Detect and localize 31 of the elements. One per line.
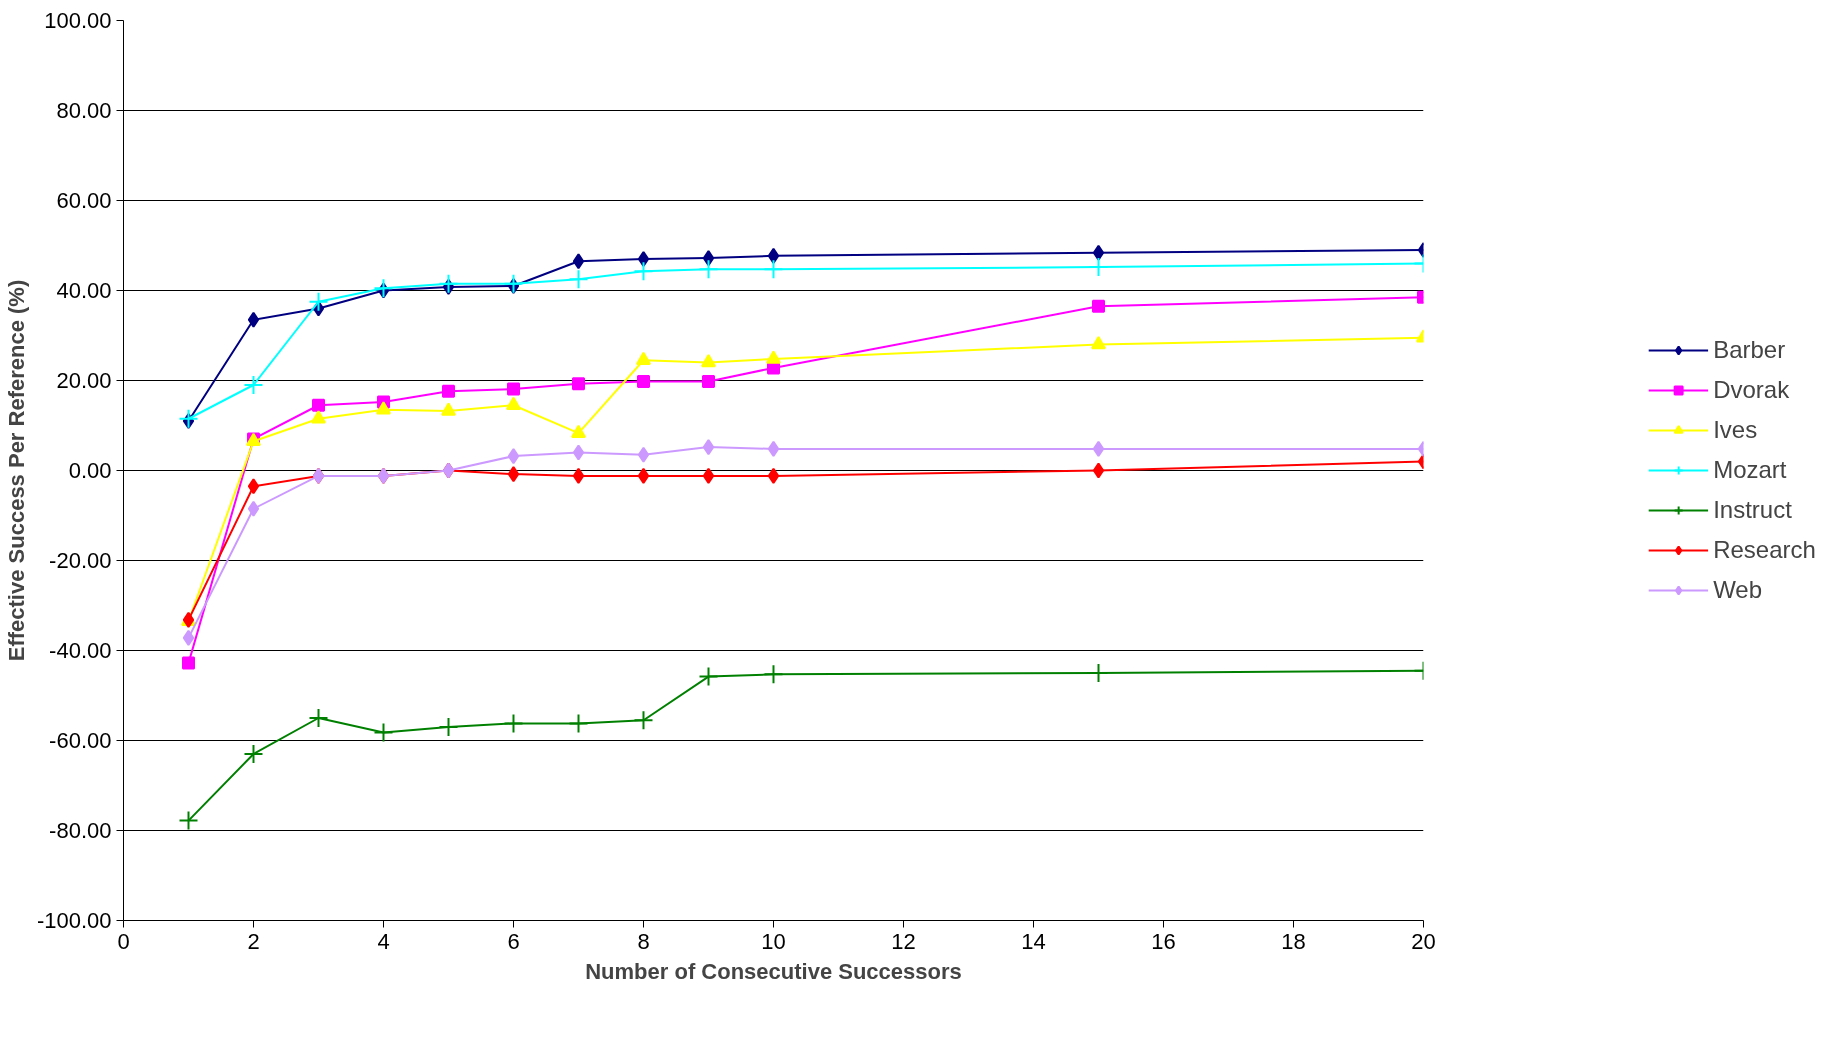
y-tick-label: 40.00 xyxy=(56,278,112,303)
y-tick-label: 20.00 xyxy=(56,368,112,393)
x-tick-label: 2 xyxy=(247,928,260,954)
y-axis-title: Effective Success Per Reference (%) xyxy=(3,279,29,662)
x-tick-label: 0 xyxy=(117,928,130,954)
legend-label: Instruct xyxy=(1713,496,1792,524)
x-tick-label: 6 xyxy=(507,928,520,954)
legend-label: Barber xyxy=(1713,336,1786,364)
y-tick-label: -60.00 xyxy=(49,728,112,753)
legend-label: Research xyxy=(1713,536,1816,564)
y-tick-label: -40.00 xyxy=(49,638,112,663)
x-tick-label: 16 xyxy=(1151,928,1176,954)
y-tick-label: 0.00 xyxy=(68,458,112,483)
x-axis-title: Number of Consecutive Successors xyxy=(585,958,962,984)
y-tick-label: 100.00 xyxy=(44,8,112,33)
x-tick-label: 10 xyxy=(761,928,786,954)
y-tick-label: 60.00 xyxy=(56,188,112,213)
x-tick-label: 14 xyxy=(1021,928,1046,954)
y-tick-label: -80.00 xyxy=(49,818,112,843)
x-tick-label: 18 xyxy=(1281,928,1306,954)
legend-label: Dvorak xyxy=(1713,376,1790,404)
x-tick-label: 4 xyxy=(377,928,390,954)
y-tick-label: -100.00 xyxy=(36,908,112,933)
legend-label: Ives xyxy=(1713,416,1758,444)
x-tick-label: 20 xyxy=(1411,928,1436,954)
y-tick-label: -20.00 xyxy=(49,548,112,573)
x-tick-label: 12 xyxy=(891,928,916,954)
legend-label: Web xyxy=(1713,576,1763,604)
x-tick-label: 8 xyxy=(637,928,650,954)
y-tick-label: 80.00 xyxy=(56,98,112,123)
legend-label: Mozart xyxy=(1713,456,1787,484)
